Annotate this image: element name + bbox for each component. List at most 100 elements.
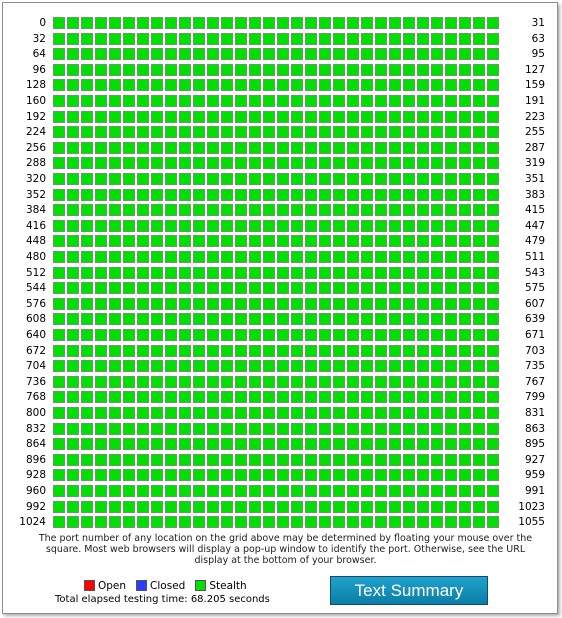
port-cell[interactable]: [333, 485, 345, 497]
port-cell[interactable]: [193, 188, 205, 201]
port-cell[interactable]: [249, 188, 261, 201]
port-cell[interactable]: [249, 266, 261, 279]
port-cell[interactable]: [487, 95, 499, 107]
port-cell[interactable]: [207, 173, 219, 185]
port-cell[interactable]: [109, 173, 121, 185]
port-cell[interactable]: [445, 422, 457, 435]
port-cell[interactable]: [459, 391, 471, 404]
port-cell[interactable]: [179, 204, 191, 217]
port-cell[interactable]: [487, 204, 499, 217]
port-cell[interactable]: [109, 313, 121, 326]
port-cell[interactable]: [277, 500, 289, 513]
port-cell[interactable]: [459, 469, 471, 482]
port-cell[interactable]: [95, 391, 107, 404]
port-cell[interactable]: [53, 469, 65, 482]
port-cell[interactable]: [487, 157, 499, 170]
port-cell[interactable]: [473, 469, 485, 482]
port-cell[interactable]: [361, 313, 373, 326]
port-cell[interactable]: [67, 516, 79, 529]
port-cell[interactable]: [235, 438, 247, 451]
text-summary-button[interactable]: Text Summary: [330, 576, 488, 605]
port-cell[interactable]: [291, 157, 303, 170]
port-cell[interactable]: [347, 500, 359, 513]
port-cell[interactable]: [193, 235, 205, 248]
port-cell[interactable]: [277, 141, 289, 154]
port-cell[interactable]: [319, 422, 331, 435]
port-cell[interactable]: [417, 329, 429, 341]
port-cell[interactable]: [473, 48, 485, 61]
port-cell[interactable]: [333, 391, 345, 404]
port-cell[interactable]: [417, 407, 429, 419]
port-cell[interactable]: [459, 157, 471, 170]
port-cell[interactable]: [207, 219, 219, 232]
port-cell[interactable]: [179, 329, 191, 341]
port-cell[interactable]: [137, 173, 149, 185]
port-cell[interactable]: [221, 438, 233, 451]
port-cell[interactable]: [375, 173, 387, 185]
port-cell[interactable]: [165, 157, 177, 170]
port-cell[interactable]: [305, 422, 317, 435]
port-cell[interactable]: [235, 126, 247, 139]
port-cell[interactable]: [235, 485, 247, 497]
port-cell[interactable]: [81, 516, 93, 529]
port-cell[interactable]: [263, 282, 275, 295]
port-cell[interactable]: [67, 500, 79, 513]
port-cell[interactable]: [333, 453, 345, 466]
port-cell[interactable]: [109, 360, 121, 373]
port-cell[interactable]: [207, 157, 219, 170]
port-cell[interactable]: [179, 297, 191, 310]
port-cell[interactable]: [445, 141, 457, 154]
port-cell[interactable]: [305, 235, 317, 248]
port-cell[interactable]: [389, 485, 401, 497]
port-cell[interactable]: [137, 407, 149, 419]
port-cell[interactable]: [347, 485, 359, 497]
port-cell[interactable]: [417, 485, 429, 497]
port-cell[interactable]: [179, 313, 191, 326]
port-cell[interactable]: [95, 251, 107, 263]
port-cell[interactable]: [95, 204, 107, 217]
port-cell[interactable]: [487, 32, 499, 45]
port-cell[interactable]: [53, 141, 65, 154]
port-cell[interactable]: [193, 266, 205, 279]
port-cell[interactable]: [193, 173, 205, 185]
port-cell[interactable]: [193, 63, 205, 76]
port-cell[interactable]: [109, 110, 121, 123]
port-cell[interactable]: [81, 407, 93, 419]
port-cell[interactable]: [361, 110, 373, 123]
port-cell[interactable]: [333, 204, 345, 217]
port-cell[interactable]: [263, 500, 275, 513]
port-cell[interactable]: [277, 485, 289, 497]
port-cell[interactable]: [151, 141, 163, 154]
port-cell[interactable]: [291, 141, 303, 154]
port-cell[interactable]: [347, 453, 359, 466]
port-cell[interactable]: [235, 63, 247, 76]
port-cell[interactable]: [207, 17, 219, 29]
port-cell[interactable]: [333, 95, 345, 107]
port-cell[interactable]: [193, 469, 205, 482]
port-cell[interactable]: [305, 173, 317, 185]
port-cell[interactable]: [81, 110, 93, 123]
port-cell[interactable]: [347, 110, 359, 123]
port-cell[interactable]: [431, 453, 443, 466]
port-cell[interactable]: [417, 313, 429, 326]
port-cell[interactable]: [137, 313, 149, 326]
port-cell[interactable]: [459, 141, 471, 154]
port-cell[interactable]: [403, 329, 415, 341]
port-cell[interactable]: [431, 63, 443, 76]
port-cell[interactable]: [459, 485, 471, 497]
port-cell[interactable]: [221, 48, 233, 61]
port-cell[interactable]: [151, 500, 163, 513]
port-cell[interactable]: [221, 422, 233, 435]
port-cell[interactable]: [347, 297, 359, 310]
port-cell[interactable]: [459, 32, 471, 45]
port-cell[interactable]: [445, 282, 457, 295]
port-cell[interactable]: [109, 266, 121, 279]
port-cell[interactable]: [277, 17, 289, 29]
port-cell[interactable]: [235, 500, 247, 513]
port-cell[interactable]: [179, 282, 191, 295]
port-cell[interactable]: [151, 422, 163, 435]
port-cell[interactable]: [431, 48, 443, 61]
port-cell[interactable]: [137, 251, 149, 263]
port-cell[interactable]: [417, 453, 429, 466]
port-cell[interactable]: [67, 63, 79, 76]
